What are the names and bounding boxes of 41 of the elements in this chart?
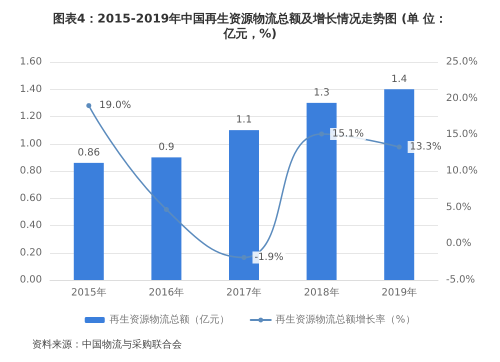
y2-tick-label: 10.0% [446, 166, 478, 176]
data-label: -1.9% [254, 252, 284, 263]
x-tick-label: 2019年 [381, 286, 417, 298]
y-tick-label: 0.60 [20, 192, 42, 204]
data-label: 1.1 [236, 114, 252, 126]
point [86, 103, 92, 108]
text: 资料来源：中国物流与采购联合会 [32, 338, 182, 350]
y2-tick-label: 5.0% [446, 202, 472, 213]
chart-title: 图表4：2015-2019年中国再生资源物流总额及增长情况走势图 (单 位：亿元，%) [53, 12, 447, 40]
data-label: 0.86 [78, 147, 100, 158]
point [319, 131, 324, 136]
y-tick-label: 1.40 [20, 84, 42, 95]
x-tick-label: 2017年 [226, 286, 262, 298]
data-label: 1.4 [391, 74, 408, 85]
y-tick-label: 0.40 [20, 220, 42, 231]
data-label: 19.0% [99, 100, 132, 112]
bar [74, 162, 104, 280]
y2-tick-label: 25.0% [446, 56, 478, 68]
legend-label: 再生资源物流总额增长率（%） [276, 314, 416, 326]
x-tick-label: 2018年 [304, 286, 340, 298]
y-tick-label: 1.20 [20, 111, 42, 122]
legend-label: 再生资源物流总额（亿元） [110, 314, 230, 326]
y-tick-label: 0.00 [20, 274, 42, 286]
y2-tick-label: 15.0% [446, 129, 478, 140]
y-tick-label: 0.20 [20, 247, 42, 258]
point [164, 207, 169, 212]
y2-tick-label: 20.0% [446, 92, 478, 104]
point [396, 144, 402, 150]
data-label: 13.3% [410, 142, 442, 153]
bar [151, 157, 182, 280]
y-tick-label: 1.00 [20, 138, 42, 150]
y-tick-label: 1.60 [20, 56, 42, 68]
y2-tick-label: -5.0% [446, 274, 476, 286]
x-tick-label: 2015年 [71, 286, 107, 298]
data-label: 1.3 [314, 87, 330, 98]
x-tick-label: 2016年 [148, 286, 184, 298]
point [242, 254, 246, 260]
y-tick-label: 0.80 [20, 166, 42, 176]
data-label: 0.9 [158, 142, 174, 153]
data-label: 15.1% [332, 128, 364, 140]
y2-tick-label: 0.0% [446, 238, 472, 250]
